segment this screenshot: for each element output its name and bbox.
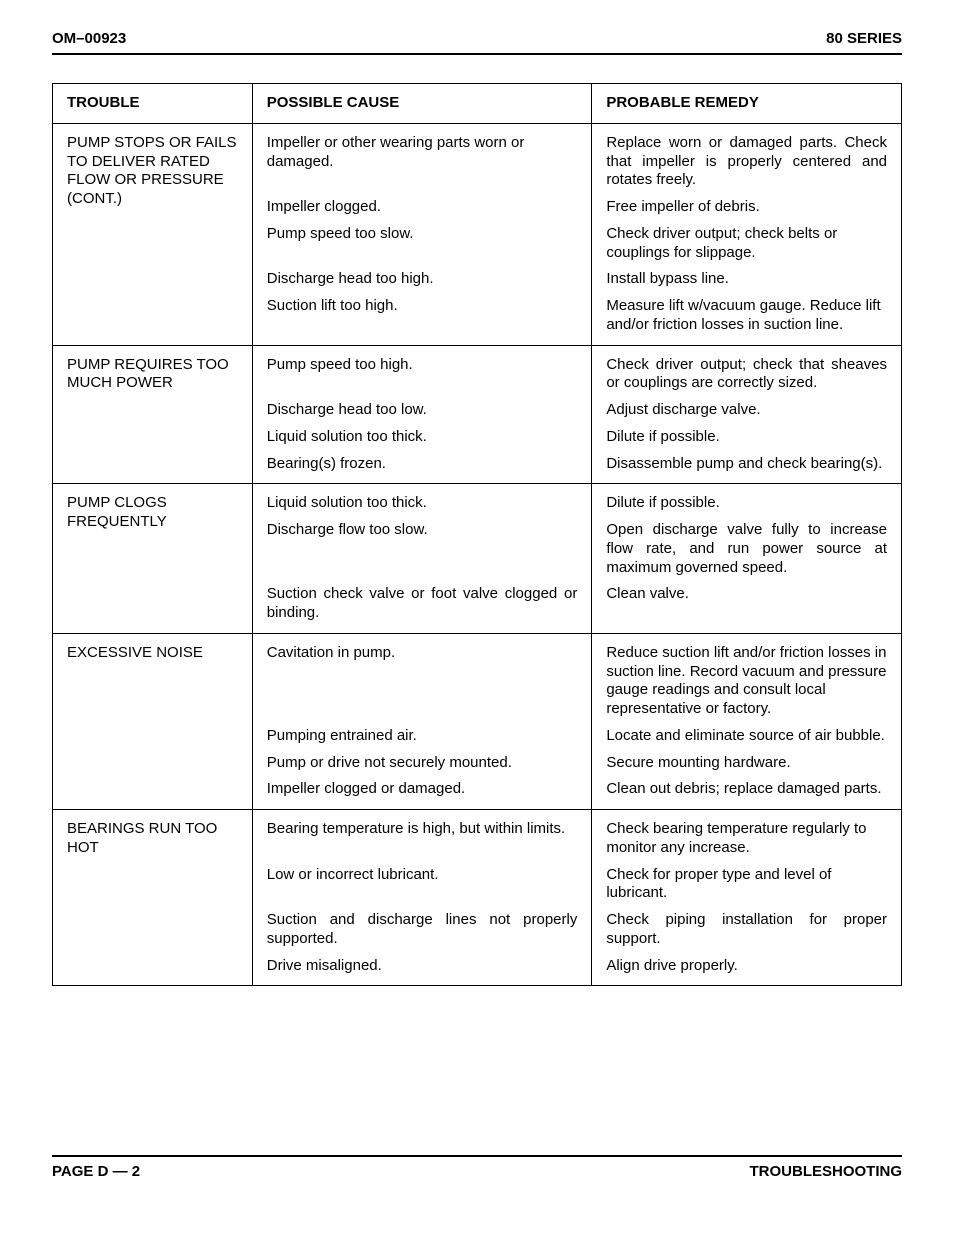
table-row: BEARINGS RUN TOO HOTBearing temperature … xyxy=(53,810,902,862)
cause-cell: Pump speed too slow. xyxy=(252,221,592,267)
remedy-cell: Reduce suction lift and/or friction loss… xyxy=(592,633,902,723)
remedy-cell: Disassemble pump and check bearing(s). xyxy=(592,451,902,484)
remedy-cell: Adjust discharge valve. xyxy=(592,397,902,424)
page-footer: PAGE D — 2 TROUBLESHOOTING xyxy=(52,1155,902,1180)
remedy-cell: Align drive properly. xyxy=(592,953,902,986)
table-body: PUMP STOPS OR FAILS TO DELIVER RATED FLO… xyxy=(53,123,902,986)
remedy-cell: Check for proper type and level of lubri… xyxy=(592,862,902,908)
remedy-cell: Install bypass line. xyxy=(592,266,902,293)
col-header-trouble: TROUBLE xyxy=(53,84,253,124)
remedy-cell: Check piping installation for proper sup… xyxy=(592,907,902,953)
cause-cell: Bearing(s) frozen. xyxy=(252,451,592,484)
cause-cell: Impeller clogged or damaged. xyxy=(252,776,592,809)
header-left: OM–00923 xyxy=(52,30,126,47)
table-row: PUMP CLOGS FREQUENTLYLiquid solution too… xyxy=(53,484,902,517)
remedy-cell: Check driver output; check that sheaves … xyxy=(592,345,902,397)
cause-cell: Liquid solution too thick. xyxy=(252,484,592,517)
col-header-remedy: PROBABLE REMEDY xyxy=(592,84,902,124)
cause-cell: Pumping entrained air. xyxy=(252,723,592,750)
remedy-cell: Locate and eliminate source of air bubbl… xyxy=(592,723,902,750)
remedy-cell: Clean valve. xyxy=(592,581,902,633)
remedy-cell: Open discharge valve fully to increase f… xyxy=(592,517,902,581)
remedy-cell: Secure mounting hardware. xyxy=(592,750,902,777)
cause-cell: Bearing temperature is high, but within … xyxy=(252,810,592,862)
remedy-cell: Check driver output; check belts or coup… xyxy=(592,221,902,267)
cause-cell: Pump or drive not securely mounted. xyxy=(252,750,592,777)
cause-cell: Liquid solution too thick. xyxy=(252,424,592,451)
cause-cell: Discharge head too high. xyxy=(252,266,592,293)
cause-cell: Drive misaligned. xyxy=(252,953,592,986)
footer-left: PAGE D — 2 xyxy=(52,1163,140,1180)
cause-cell: Impeller clogged. xyxy=(252,194,592,221)
remedy-cell: Check bearing temperature regularly to m… xyxy=(592,810,902,862)
trouble-cell: EXCESSIVE NOISE xyxy=(53,633,253,809)
remedy-cell: Dilute if possible. xyxy=(592,424,902,451)
page: OM–00923 80 SERIES TROUBLE POSSIBLE CAUS… xyxy=(0,0,954,1235)
remedy-cell: Free impeller of debris. xyxy=(592,194,902,221)
col-header-cause: POSSIBLE CAUSE xyxy=(252,84,592,124)
remedy-cell: Clean out debris; replace damaged parts. xyxy=(592,776,902,809)
cause-cell: Pump speed too high. xyxy=(252,345,592,397)
table-row: PUMP REQUIRES TOO MUCH POWERPump speed t… xyxy=(53,345,902,397)
trouble-cell: PUMP STOPS OR FAILS TO DELIVER RATED FLO… xyxy=(53,123,253,345)
cause-cell: Suction and discharge lines not properly… xyxy=(252,907,592,953)
table-header-row: TROUBLE POSSIBLE CAUSE PROBABLE REMEDY xyxy=(53,84,902,124)
page-header: OM–00923 80 SERIES xyxy=(52,30,902,55)
remedy-cell: Dilute if possible. xyxy=(592,484,902,517)
trouble-cell: PUMP CLOGS FREQUENTLY xyxy=(53,484,253,634)
cause-cell: Low or incorrect lubricant. xyxy=(252,862,592,908)
troubleshooting-table: TROUBLE POSSIBLE CAUSE PROBABLE REMEDY P… xyxy=(52,83,902,986)
trouble-cell: BEARINGS RUN TOO HOT xyxy=(53,810,253,986)
cause-cell: Discharge head too low. xyxy=(252,397,592,424)
trouble-cell: PUMP REQUIRES TOO MUCH POWER xyxy=(53,345,253,484)
cause-cell: Cavitation in pump. xyxy=(252,633,592,723)
header-right: 80 SERIES xyxy=(826,30,902,47)
cause-cell: Suction lift too high. xyxy=(252,293,592,345)
remedy-cell: Replace worn or damaged parts. Check tha… xyxy=(592,123,902,194)
remedy-cell: Measure lift w/vacuum gauge. Reduce lift… xyxy=(592,293,902,345)
cause-cell: Suction check valve or foot valve clogge… xyxy=(252,581,592,633)
table-row: EXCESSIVE NOISECavitation in pump.Reduce… xyxy=(53,633,902,723)
footer-right: TROUBLESHOOTING xyxy=(750,1163,903,1180)
table-row: PUMP STOPS OR FAILS TO DELIVER RATED FLO… xyxy=(53,123,902,194)
cause-cell: Impeller or other wearing parts worn or … xyxy=(252,123,592,194)
cause-cell: Discharge flow too slow. xyxy=(252,517,592,581)
